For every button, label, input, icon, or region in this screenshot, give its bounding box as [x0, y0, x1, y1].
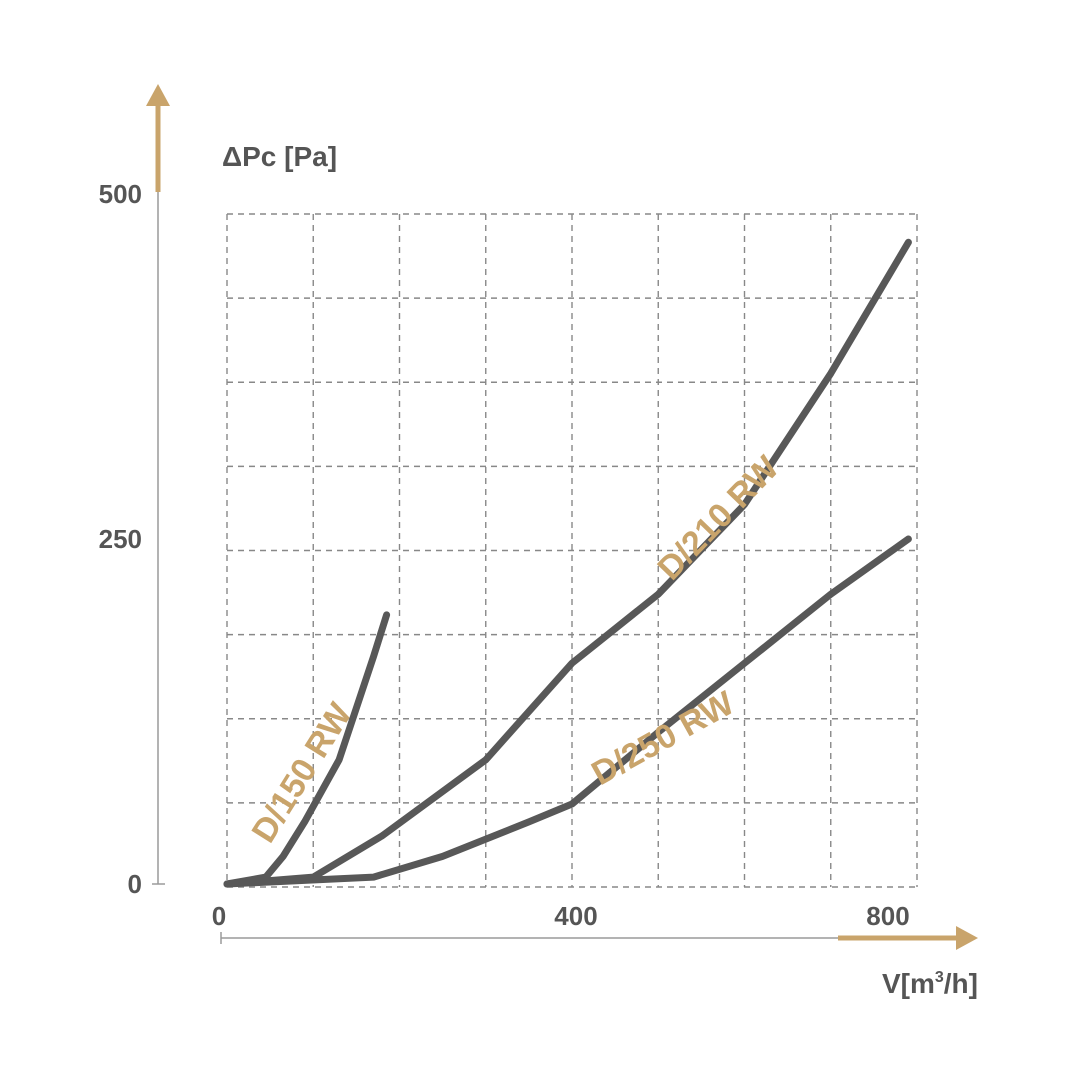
y-axis-arrow-icon [146, 84, 170, 106]
series-line-1 [223, 238, 912, 888]
x-tick-label: 0 [212, 901, 226, 931]
series-line-0 [223, 611, 391, 888]
y-axis-title: ΔPc [Pa] [222, 141, 337, 172]
series-line-2 [223, 535, 912, 888]
series-lines [223, 238, 912, 888]
x-tick-label: 400 [554, 901, 597, 931]
x-axis-arrow-icon [956, 926, 978, 950]
series-label-1: D/210 RW [650, 448, 786, 587]
x-tick-label: 800 [866, 901, 909, 931]
axes [146, 84, 978, 950]
series-label-2: D/250 RW [585, 684, 741, 793]
y-tick-label: 0 [128, 869, 142, 899]
y-tick-label: 500 [99, 179, 142, 209]
y-tick-label: 250 [99, 524, 142, 554]
x-axis-title: V[m3/h] [882, 968, 978, 999]
grid [226, 213, 918, 888]
